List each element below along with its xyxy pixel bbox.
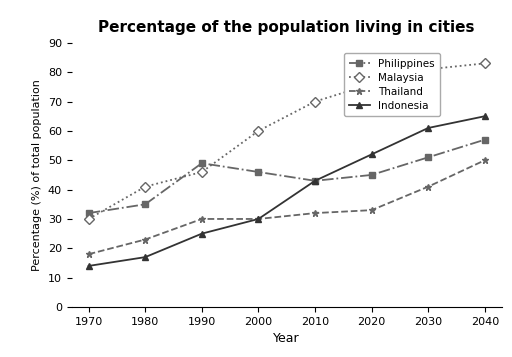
Line: Indonesia: Indonesia [85,113,488,270]
Y-axis label: Percentage (%) of total population: Percentage (%) of total population [32,79,42,271]
Malaysia [312,99,318,104]
Thailand [482,158,488,162]
Indonesia [482,114,488,119]
Thailand [86,252,92,256]
Malaysia [369,82,375,86]
Legend: Philippines, Malaysia, Thailand, Indonesia: Philippines, Malaysia, Thailand, Indones… [344,53,440,116]
Philippines [369,173,375,177]
Line: Thailand: Thailand [85,157,488,258]
Indonesia [199,231,205,236]
Indonesia [425,126,431,130]
Indonesia [369,152,375,156]
Thailand [425,185,431,189]
Philippines [199,161,205,165]
Philippines [482,137,488,142]
Thailand [142,237,148,242]
Thailand [369,208,375,212]
Malaysia [199,170,205,174]
Philippines [86,211,92,215]
Philippines [255,170,262,174]
Philippines [142,202,148,206]
Indonesia [142,255,148,259]
Philippines [425,155,431,160]
Philippines [312,178,318,183]
Malaysia [255,129,262,133]
X-axis label: Year: Year [273,332,300,345]
Indonesia [86,264,92,268]
Thailand [255,217,262,221]
Thailand [199,217,205,221]
Line: Malaysia: Malaysia [85,60,488,222]
Malaysia [86,217,92,221]
Malaysia [425,67,431,71]
Malaysia [482,61,488,66]
Title: Percentage of the population living in cities: Percentage of the population living in c… [98,20,475,35]
Line: Philippines: Philippines [85,136,488,217]
Malaysia [142,185,148,189]
Indonesia [312,178,318,183]
Indonesia [255,217,262,221]
Thailand [312,211,318,215]
